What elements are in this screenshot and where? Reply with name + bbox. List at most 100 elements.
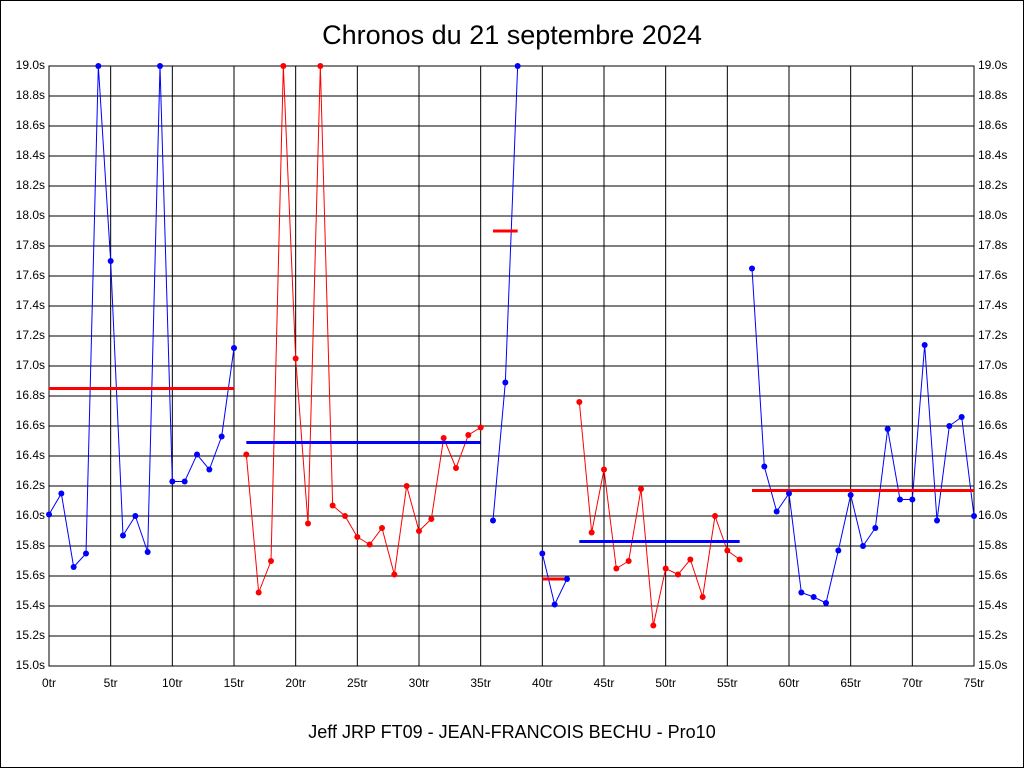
y2-tick-label: 18.0s bbox=[978, 208, 1007, 222]
y2-tick-label: 18.8s bbox=[978, 88, 1007, 102]
y2-tick-label: 15.6s bbox=[978, 568, 1007, 582]
x-tick-label: 30tr bbox=[409, 676, 430, 690]
y2-tick-label: 17.0s bbox=[978, 358, 1007, 372]
y-tick-label: 15.4s bbox=[16, 598, 45, 612]
point bbox=[946, 423, 953, 429]
point bbox=[120, 532, 126, 539]
x-tick-label: 70tr bbox=[902, 676, 923, 690]
y-tick-label: 17.8s bbox=[16, 238, 45, 252]
y2-tick-label: 16.0s bbox=[978, 508, 1007, 522]
point bbox=[576, 399, 583, 405]
point bbox=[613, 565, 620, 572]
point bbox=[329, 502, 336, 509]
y-tick-label: 15.6s bbox=[16, 568, 45, 582]
point bbox=[860, 543, 866, 549]
point bbox=[416, 528, 422, 534]
point bbox=[724, 547, 731, 554]
point bbox=[342, 513, 348, 519]
point bbox=[884, 426, 891, 432]
point bbox=[823, 600, 829, 606]
y-tick-label: 17.6s bbox=[16, 268, 45, 282]
point bbox=[95, 63, 102, 69]
y-tick-label: 17.4s bbox=[16, 298, 45, 312]
point bbox=[194, 451, 200, 458]
point bbox=[305, 520, 311, 527]
point bbox=[157, 63, 163, 69]
x-tick-label: 25tr bbox=[347, 676, 368, 690]
y-tick-label: 18.8s bbox=[16, 88, 45, 102]
x-tick-label: 55tr bbox=[717, 676, 738, 690]
x-tick-label: 60tr bbox=[779, 676, 800, 690]
y-tick-label: 15.0s bbox=[16, 658, 45, 672]
y-tick-label: 18.4s bbox=[16, 148, 45, 162]
y2-tick-label: 16.4s bbox=[978, 448, 1007, 462]
y2-tick-label: 17.6s bbox=[978, 268, 1007, 282]
x-tick-label: 0tr bbox=[42, 676, 56, 690]
y2-tick-label: 16.6s bbox=[978, 418, 1007, 432]
point bbox=[70, 564, 77, 570]
y-tick-label: 18.2s bbox=[16, 178, 45, 192]
y-tick-label: 15.2s bbox=[16, 628, 45, 642]
point bbox=[675, 571, 681, 578]
y2-tick-label: 17.4s bbox=[978, 298, 1007, 312]
point bbox=[379, 525, 385, 531]
point bbox=[144, 549, 151, 555]
point bbox=[798, 589, 805, 596]
point bbox=[428, 516, 435, 522]
y2-tick-label: 18.6s bbox=[978, 118, 1007, 132]
point bbox=[650, 622, 657, 629]
series-line bbox=[578, 401, 740, 626]
point bbox=[83, 550, 89, 557]
x-tick-label: 35tr bbox=[470, 676, 491, 690]
x-axis-label: Jeff JRP FT09 - JEAN-FRANCOIS BECHU - Pr… bbox=[308, 722, 715, 742]
x-tick-label: 10tr bbox=[162, 676, 183, 690]
point bbox=[440, 435, 447, 441]
point bbox=[934, 517, 940, 524]
point bbox=[761, 463, 768, 470]
point bbox=[847, 492, 854, 498]
point bbox=[786, 490, 792, 497]
y2-tick-label: 17.8s bbox=[978, 238, 1007, 252]
series-line bbox=[48, 65, 235, 569]
point bbox=[465, 432, 472, 438]
y2-tick-label: 16.8s bbox=[978, 388, 1007, 402]
x-tick-label: 45tr bbox=[594, 676, 615, 690]
point bbox=[773, 508, 780, 515]
point bbox=[502, 379, 509, 386]
point bbox=[564, 576, 570, 582]
point bbox=[255, 589, 262, 596]
point bbox=[921, 342, 928, 348]
point bbox=[897, 496, 903, 503]
point bbox=[268, 558, 274, 564]
point bbox=[588, 529, 595, 536]
series-line bbox=[245, 65, 481, 593]
chart-title: Chronos du 21 septembre 2024 bbox=[322, 20, 702, 50]
point bbox=[835, 547, 842, 554]
point bbox=[687, 556, 694, 563]
y2-tick-label: 19.0s bbox=[978, 58, 1007, 72]
point bbox=[231, 345, 237, 351]
y-tick-label: 17.2s bbox=[16, 328, 45, 342]
point bbox=[317, 63, 324, 69]
point bbox=[206, 466, 213, 473]
x-tick-label: 65tr bbox=[840, 676, 861, 690]
y-tick-label: 19.0s bbox=[16, 58, 45, 72]
point bbox=[490, 517, 496, 524]
y2-tick-label: 15.8s bbox=[978, 538, 1007, 552]
point bbox=[132, 513, 139, 519]
point bbox=[46, 511, 52, 518]
point bbox=[58, 490, 65, 497]
x-tick-label: 15tr bbox=[224, 676, 245, 690]
y-tick-label: 16.4s bbox=[16, 448, 45, 462]
x-tick-label: 5tr bbox=[104, 676, 118, 690]
point bbox=[243, 451, 250, 458]
point bbox=[477, 424, 484, 431]
x-tick-label: 75tr bbox=[964, 676, 985, 690]
y2-tick-label: 17.2s bbox=[978, 328, 1007, 342]
x-tick-label: 40tr bbox=[532, 676, 553, 690]
point bbox=[292, 355, 299, 362]
point bbox=[625, 558, 632, 564]
point bbox=[601, 466, 607, 473]
point bbox=[749, 265, 755, 272]
